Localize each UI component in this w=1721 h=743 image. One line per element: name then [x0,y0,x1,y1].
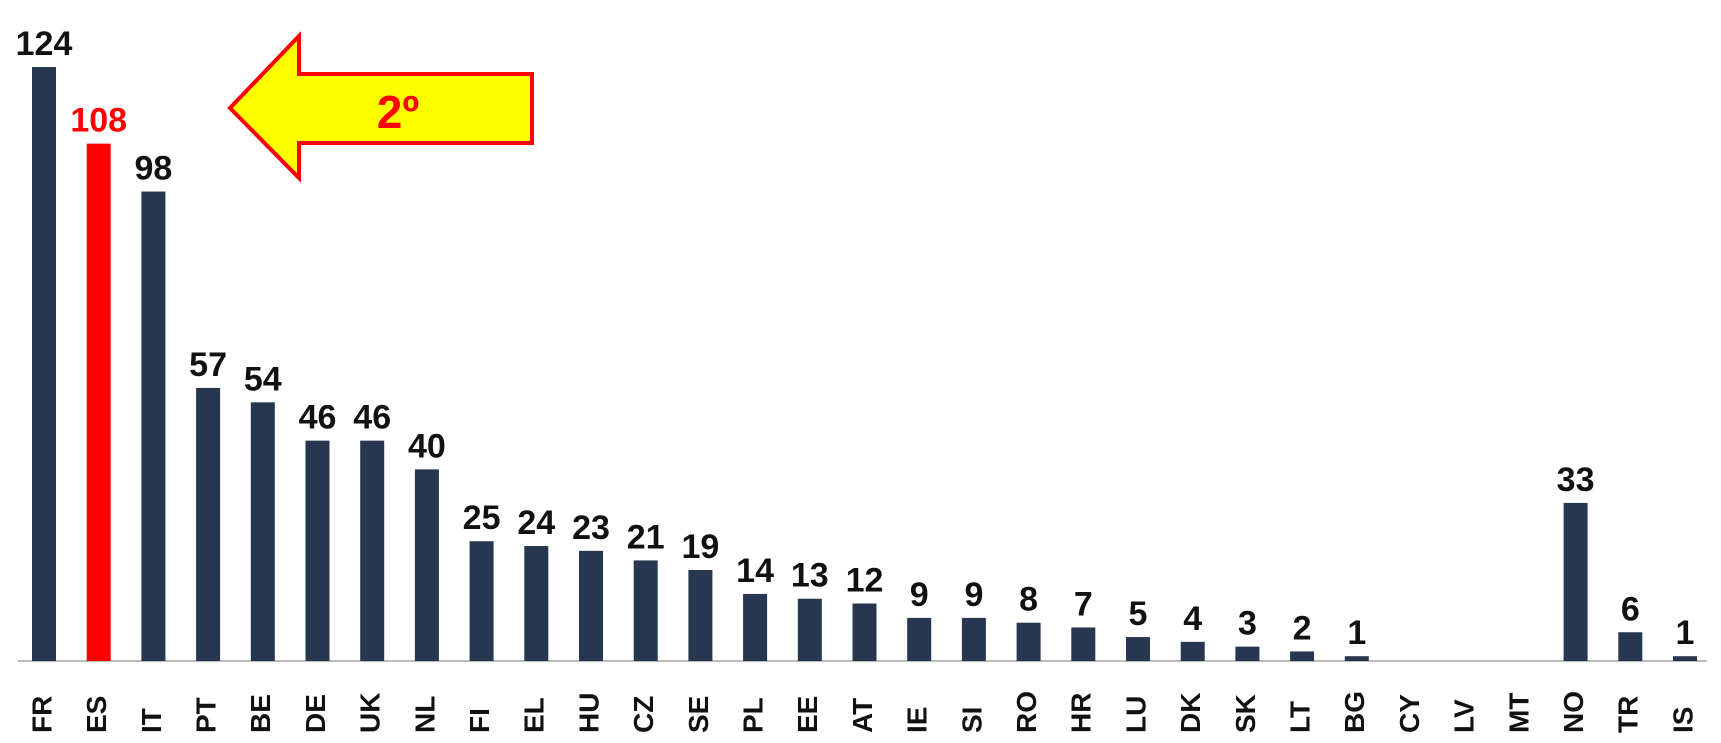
value-label: 46 [353,399,391,437]
x-tick-label: EL [519,697,550,733]
value-label: 54 [244,360,282,398]
value-label: 14 [736,552,774,590]
bar [87,144,111,661]
x-tick-label: MT [1503,693,1534,733]
x-tick-label: IS [1667,707,1698,733]
x-tick-label: HR [1066,693,1097,733]
bar [579,551,603,661]
bar [251,402,275,661]
value-label: 98 [134,150,172,188]
bar [415,469,439,661]
value-label: 1 [1676,614,1695,652]
x-tick-label: LT [1284,701,1315,733]
bar [196,388,220,661]
x-tick-label: RO [1011,691,1042,733]
x-tick-label: DK [1175,693,1206,733]
x-tick-label: AT [847,698,878,733]
bar [1673,656,1697,661]
x-tick-label: DE [300,694,331,733]
bar [907,618,931,661]
value-label: 9 [910,576,929,614]
bar [1564,503,1588,661]
bar [1071,627,1095,661]
value-label: 13 [791,557,829,595]
bar [524,546,548,661]
x-tick-label: SI [956,707,987,733]
bar [1618,632,1642,661]
x-tick-label: NL [409,696,440,733]
bar [798,599,822,661]
bar [470,541,494,661]
x-tick-label: CZ [628,696,659,733]
x-tick-label: PT [190,697,221,733]
bar [688,570,712,661]
value-label: 6 [1621,590,1640,628]
bar [1017,623,1041,661]
x-tick-label: BG [1339,691,1370,733]
bar [853,604,877,661]
value-label: 1 [1347,614,1366,652]
x-tick-label: UK [355,693,386,733]
x-tick-label: IT [136,708,167,733]
x-tick-label: HU [573,693,604,733]
x-tick-label: SK [1230,694,1261,733]
value-label: 46 [299,399,337,437]
value-label: 7 [1074,585,1093,623]
bar [141,192,165,661]
x-tick-label: FR [26,696,57,733]
chart: 2º FR124ES108IT98PT57BE54DE46UK46NL40FI2… [0,0,1721,743]
bar [32,67,56,661]
bar [1290,651,1314,661]
x-tick-label: SE [683,696,714,733]
value-label: 33 [1557,461,1595,499]
value-label: 8 [1019,581,1038,619]
bar [1235,647,1259,661]
x-tick-label: FI [464,708,495,733]
x-tick-label: IE [902,707,933,733]
x-tick-label: NO [1558,691,1589,733]
bar [962,618,986,661]
bar [1345,656,1369,661]
bar [634,560,658,661]
x-tick-label: ES [81,696,112,733]
annotation: 2º [377,86,420,138]
x-tick-label: LU [1120,696,1151,733]
value-label: 23 [572,509,610,547]
value-label: 124 [16,25,73,63]
x-tick-label: TR [1613,696,1644,733]
value-label: 4 [1183,600,1202,638]
bar [743,594,767,661]
value-label: 24 [517,504,555,542]
value-label: 9 [964,576,983,614]
bar [1181,642,1205,661]
value-label: 5 [1129,595,1148,633]
value-label: 3 [1238,605,1257,643]
value-label: 40 [408,427,446,465]
bar [1126,637,1150,661]
value-label: 12 [846,562,884,600]
value-label: 2 [1293,609,1312,647]
bar [360,441,384,661]
x-tick-label: PL [737,697,768,733]
value-label: 25 [463,499,501,537]
x-tick-label: EE [792,696,823,733]
x-tick-label: BE [245,694,276,733]
value-label: 21 [627,518,665,556]
x-tick-label: CY [1394,694,1425,733]
value-label: 57 [189,346,227,384]
value-label: 19 [681,528,719,566]
bar [306,441,330,661]
value-label: 108 [70,102,127,140]
x-tick-label: LV [1449,699,1480,733]
